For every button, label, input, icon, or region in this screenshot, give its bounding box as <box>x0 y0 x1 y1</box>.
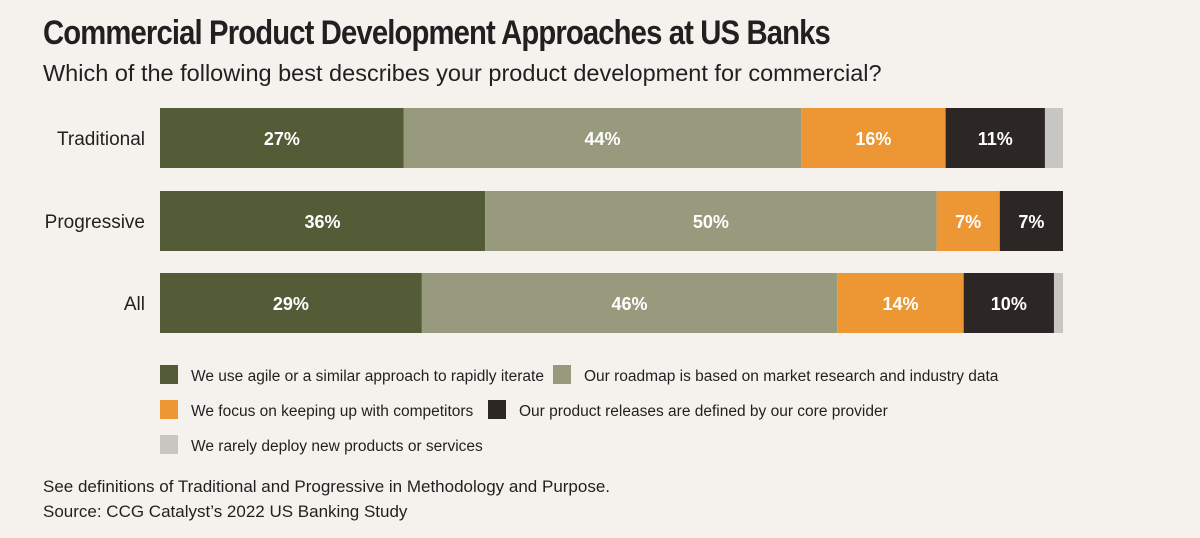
data-label: 10% <box>991 294 1027 314</box>
category-label: Traditional <box>57 129 145 150</box>
legend-swatch <box>160 435 178 454</box>
bar-segment <box>1053 273 1063 333</box>
data-label: 11% <box>978 129 1013 149</box>
legend-label: We use agile or a similar approach to ra… <box>191 368 544 385</box>
legend-swatch <box>160 400 178 419</box>
bar-segment <box>945 108 1045 168</box>
legend-label: We focus on keeping up with competitors <box>191 403 474 420</box>
source-note: Source: CCG Catalyst’s 2022 US Banking S… <box>43 502 408 521</box>
data-label: 7% <box>955 212 981 232</box>
bar-segment <box>999 191 1063 251</box>
data-label: 36% <box>305 212 341 232</box>
chart-title: Commercial Product Development Approache… <box>43 14 831 52</box>
bar-segment <box>403 108 802 168</box>
data-label: 46% <box>612 294 648 314</box>
legend-label: Our product releases are defined by our … <box>519 403 888 420</box>
data-label: 7% <box>1018 212 1044 232</box>
bar-segment <box>1044 108 1063 168</box>
legend-swatch <box>160 365 178 384</box>
bar-segment <box>160 191 486 251</box>
category-label: All <box>124 294 145 315</box>
bar-segment <box>160 273 422 333</box>
bar-segment <box>485 191 937 251</box>
data-label: 14% <box>882 294 918 314</box>
legend-swatch <box>488 400 506 419</box>
legend-label: Our roadmap is based on market research … <box>584 368 999 385</box>
bar-segment <box>963 273 1054 333</box>
legend-swatch <box>553 365 571 384</box>
legend-label: We rarely deploy new products or service… <box>191 438 483 455</box>
bar-segment <box>936 191 1000 251</box>
data-label: 44% <box>584 129 620 149</box>
chart-subtitle: Which of the following best describes yo… <box>43 60 882 86</box>
bar-segment <box>837 273 964 333</box>
bar-segment <box>801 108 946 168</box>
bar-segment <box>421 273 838 333</box>
data-label: 27% <box>264 129 300 149</box>
data-label: 16% <box>855 129 891 149</box>
data-label: 50% <box>693 212 729 232</box>
bar-segment <box>160 108 404 168</box>
category-label: Progressive <box>45 212 145 233</box>
data-label: 29% <box>273 294 309 314</box>
definitions-note: See definitions of Traditional and Progr… <box>43 477 611 496</box>
